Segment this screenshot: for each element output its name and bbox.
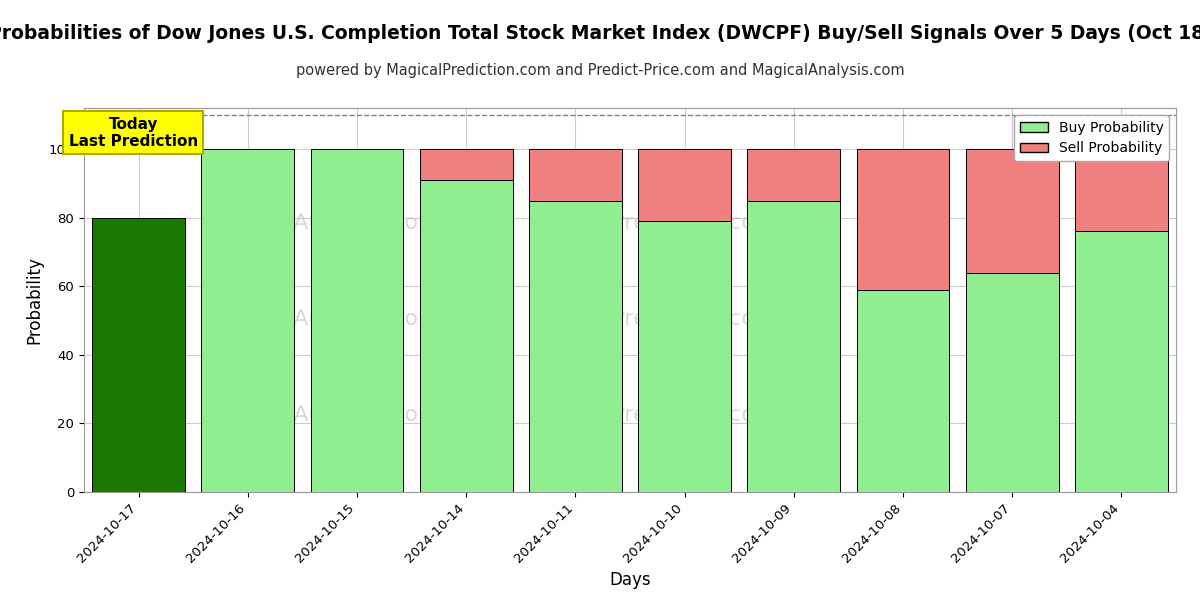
Y-axis label: Probability: Probability: [25, 256, 43, 344]
Bar: [966, 149, 1058, 272]
Bar: [529, 149, 622, 200]
X-axis label: Days: Days: [610, 571, 650, 589]
Bar: [1075, 149, 1168, 232]
Bar: [202, 149, 294, 492]
Bar: [857, 290, 949, 492]
Text: MagicalAnalysis.com: MagicalAnalysis.com: [209, 309, 440, 329]
Text: powered by MagicalPrediction.com and Predict-Price.com and MagicalAnalysis.com: powered by MagicalPrediction.com and Pre…: [295, 63, 905, 78]
Bar: [311, 149, 403, 492]
Bar: [857, 149, 949, 290]
Bar: [638, 221, 731, 492]
Text: MagicalAnalysis.com: MagicalAnalysis.com: [209, 405, 440, 425]
Bar: [638, 149, 731, 221]
Bar: [420, 180, 512, 492]
Text: Today
Last Prediction: Today Last Prediction: [68, 116, 198, 149]
Text: MagicalAnalysis.com: MagicalAnalysis.com: [209, 213, 440, 233]
Bar: [92, 218, 185, 492]
Text: Probabilities of Dow Jones U.S. Completion Total Stock Market Index (DWCPF) Buy/: Probabilities of Dow Jones U.S. Completi…: [0, 24, 1200, 43]
Legend: Buy Probability, Sell Probability: Buy Probability, Sell Probability: [1014, 115, 1169, 161]
Bar: [420, 149, 512, 180]
Bar: [529, 200, 622, 492]
Bar: [966, 272, 1058, 492]
Bar: [1075, 232, 1168, 492]
Bar: [748, 149, 840, 200]
Text: MagicalPrediction.com: MagicalPrediction.com: [527, 213, 778, 233]
Bar: [748, 200, 840, 492]
Text: MagicalPrediction.com: MagicalPrediction.com: [527, 309, 778, 329]
Text: MagicalPrediction.com: MagicalPrediction.com: [527, 405, 778, 425]
